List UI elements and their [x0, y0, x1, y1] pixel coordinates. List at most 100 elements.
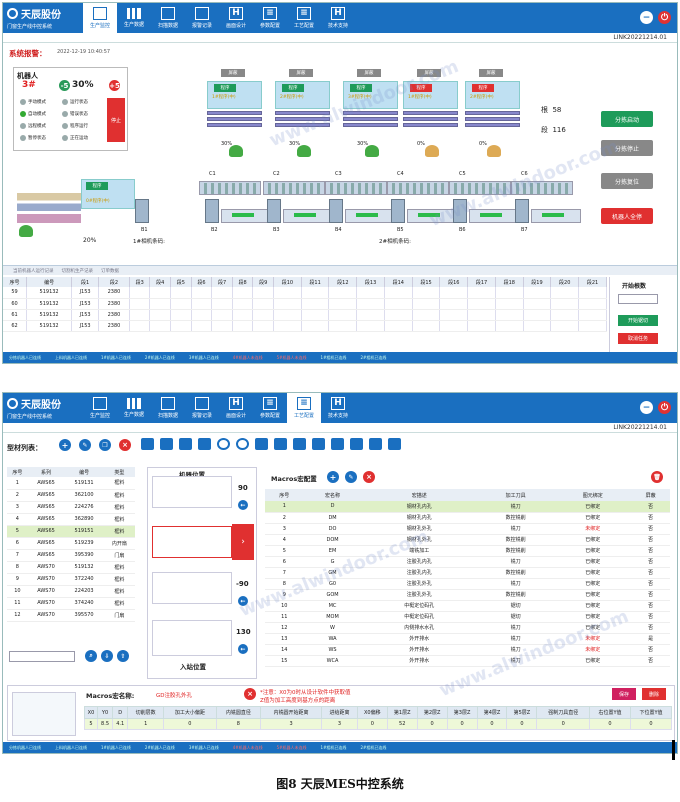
power-close-button[interactable]: ⏻ [658, 11, 671, 24]
add-profile-button[interactable]: + [59, 439, 71, 451]
nav-tab-2[interactable]: 扫描数据 [151, 3, 185, 33]
robot-stop-button[interactable]: 停止 [107, 98, 125, 142]
sort-button-2[interactable]: 分拣复位 [601, 173, 653, 189]
table-row[interactable]: 10 MC 中梃定位码孔 锯切 已绑定否 [265, 600, 670, 612]
table-row[interactable]: 7 AWS65 395390 门扇 [7, 549, 135, 562]
nav-tab-2[interactable]: 扫描数据 [151, 393, 185, 423]
shape-tool-icon[interactable] [217, 438, 230, 450]
table-cell[interactable]: 1 [127, 718, 165, 730]
nav-tab-1[interactable]: 生产数据 [117, 3, 151, 33]
table-cell[interactable]: 0 [446, 718, 478, 730]
table-row[interactable]: 3 AWS65 224276 框料 [7, 501, 135, 514]
program-button[interactable]: 程序 [282, 84, 304, 92]
position-slot[interactable] [152, 572, 232, 604]
power-close-button[interactable]: ⏻ [658, 401, 671, 414]
search-icon[interactable]: ⌕ [85, 650, 97, 662]
nav-tab-4[interactable]: H 画面设计 [219, 393, 253, 423]
table-row[interactable]: 62 519132 J153 2380 [3, 320, 607, 332]
import-icon[interactable]: ⇩ [101, 650, 113, 662]
table-row[interactable]: 9 AWS70 372240 框料 [7, 573, 135, 586]
nav-tab-7[interactable]: H 技术支持 [321, 393, 355, 423]
nav-tab-6[interactable]: ≡ 工艺配置 [287, 393, 321, 423]
sort-button-1[interactable]: 分拣停止 [601, 140, 653, 156]
start-count-input[interactable] [618, 294, 658, 304]
nav-tab-0[interactable]: 生产监控 [83, 393, 117, 423]
table-row[interactable]: 8 AWS70 519132 框料 [7, 561, 135, 574]
nav-tab-3[interactable]: 报警记录 [185, 393, 219, 423]
edit-macro-button[interactable]: ✎ [345, 471, 357, 483]
nav-tab-0[interactable]: 生产监控 [83, 3, 117, 33]
nav-tab-1[interactable]: 生产数据 [117, 393, 151, 423]
table-row[interactable]: 4 DOM 钢材孔外孔 数控铣削 已绑定否 [265, 534, 670, 546]
nav-tab-3[interactable]: 报警记录 [185, 3, 219, 33]
shape-tool-icon[interactable] [141, 438, 154, 450]
table-cell[interactable]: 0 [416, 718, 448, 730]
shape-tool-icon[interactable] [179, 438, 192, 450]
sort-button-0[interactable]: 分拣启动 [601, 111, 653, 127]
profile-search-input[interactable] [9, 651, 75, 662]
delete-macro-button[interactable]: × [363, 471, 375, 483]
nav-tab-6[interactable]: ≡ 工艺配置 [287, 3, 321, 33]
table-cell[interactable]: 0 [356, 718, 388, 730]
table-cell[interactable]: 0 [163, 718, 217, 730]
position-slot[interactable] [152, 620, 232, 656]
table-row[interactable]: 11 AWS70 374240 框料 [7, 597, 135, 610]
shape-tool-icon[interactable] [293, 438, 306, 450]
table-row[interactable]: 6 AWS65 519239 内开扇 [7, 537, 135, 550]
table-cell[interactable]: 5 [84, 718, 98, 730]
table-row[interactable]: 7 GM 注胶孔内孔 数控铣削 已绑定否 [265, 567, 670, 579]
delete-button[interactable]: 删除 [642, 688, 666, 700]
record-tab[interactable]: 切割机生产记录 [61, 268, 94, 274]
rotate-left-icon[interactable]: ← [238, 596, 248, 606]
shield-button[interactable]: 屏蔽 [357, 69, 381, 77]
feed-program-button[interactable]: 程序 [86, 182, 108, 190]
save-button[interactable]: 保存 [612, 688, 636, 700]
table-row[interactable]: 8 G0 注胶孔外孔 铣刀 已绑定否 [265, 578, 670, 590]
shape-tool-icon[interactable] [274, 438, 287, 450]
table-row[interactable]: 13 WA 外开排水 铣刀 未绑定是 [265, 633, 670, 645]
table-row[interactable]: 5 8.5 4.1 1 0 8 3 3 0 52 0 0 0 0 0 0 0 [84, 718, 673, 730]
rotate-left-icon[interactable]: ← [238, 644, 248, 654]
shape-tool-icon[interactable] [236, 438, 249, 450]
shape-tool-icon[interactable] [350, 438, 363, 450]
nav-tab-5[interactable]: ≡ 参数配置 [253, 393, 287, 423]
record-tab[interactable]: 订单数据 [101, 268, 119, 274]
table-cell[interactable]: 3 [259, 718, 323, 730]
shield-button[interactable]: 屏蔽 [289, 69, 313, 77]
shield-button[interactable]: 屏蔽 [221, 69, 245, 77]
shape-tool-icon[interactable] [312, 438, 325, 450]
sort-button-3[interactable]: 机器人全停 [601, 208, 653, 224]
position-slot-selected[interactable] [152, 526, 232, 558]
table-row[interactable]: 5 AWS65 519151 框料 [7, 525, 135, 538]
table-row[interactable]: 10 AWS70 224203 框料 [7, 585, 135, 598]
shape-tool-icon[interactable] [255, 438, 268, 450]
table-row[interactable]: 60 519132 J153 2380 [3, 298, 607, 310]
shape-tool-icon[interactable] [160, 438, 173, 450]
table-row[interactable]: 15 WCA 外开排水 铣刀 已绑定否 [265, 655, 670, 667]
table-row[interactable]: 5 EM 端铣加工 数控铣削 已绑定否 [265, 545, 670, 557]
nav-tab-7[interactable]: H 技术支持 [321, 3, 355, 33]
table-cell[interactable]: 0 [589, 718, 631, 730]
position-slot[interactable] [152, 476, 232, 508]
table-row[interactable]: 6 G 注胶孔内孔 铣刀 已绑定否 [265, 556, 670, 568]
table-cell[interactable]: 0 [629, 718, 673, 730]
table-row[interactable]: 12 AWS70 395570 门扇 [7, 609, 135, 622]
program-button[interactable]: 程序 [214, 84, 236, 92]
table-row[interactable]: 1 AWS65 519131 框料 [7, 477, 135, 490]
start-cut-button[interactable]: 开始锯切 [618, 315, 658, 326]
copy-profile-button[interactable]: ❐ [99, 439, 111, 451]
table-row[interactable]: 61 519132 J153 2380 [3, 309, 607, 321]
program-button[interactable]: 程序 [472, 84, 494, 92]
speed-plus-button[interactable]: +5 [109, 80, 120, 91]
edit-profile-button[interactable]: ✎ [79, 439, 91, 451]
table-cell[interactable]: 0 [476, 718, 508, 730]
table-cell[interactable]: 8.5 [96, 718, 114, 730]
table-row[interactable]: 2 AWS65 362100 框料 [7, 489, 135, 502]
table-cell[interactable]: 52 [386, 718, 418, 730]
cancel-task-button[interactable]: 取消任务 [618, 333, 658, 344]
table-row[interactable]: 14 WS 外开排水 铣刀 未绑定否 [265, 644, 670, 656]
trash-icon[interactable]: 🗑 [651, 471, 663, 483]
table-cell[interactable]: 8 [215, 718, 261, 730]
program-button[interactable]: 程序 [410, 84, 432, 92]
program-button[interactable]: 程序 [350, 84, 372, 92]
